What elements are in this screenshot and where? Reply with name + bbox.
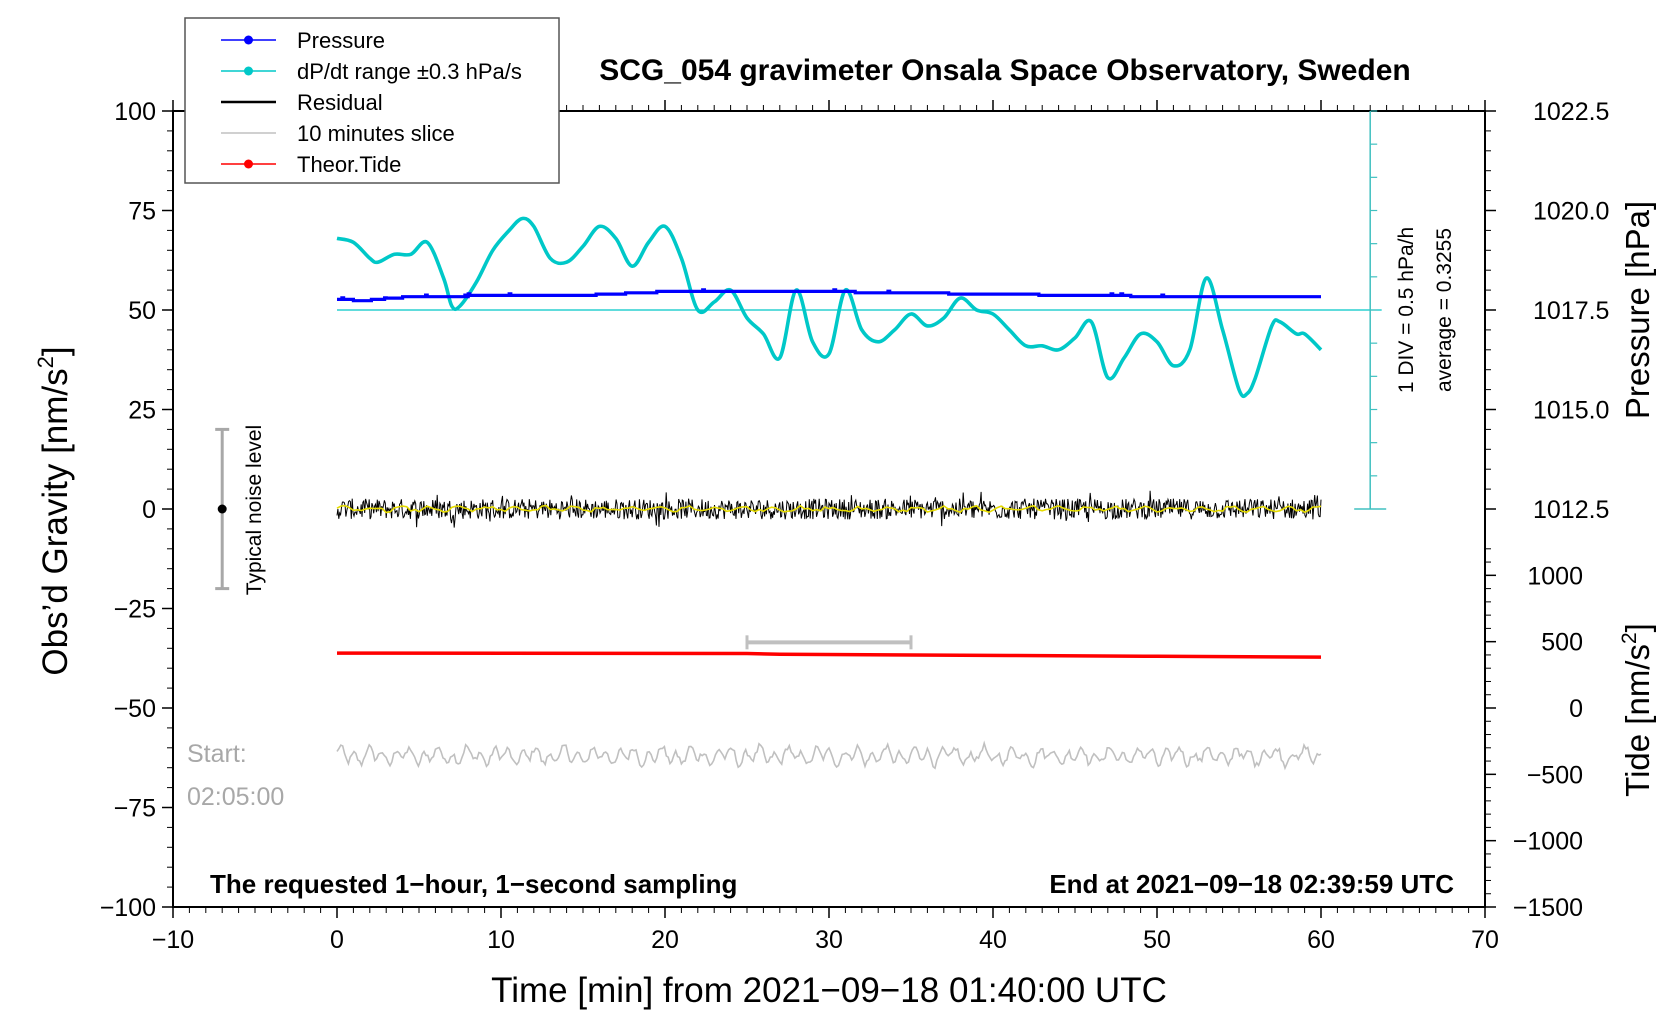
x-axis-label: Time [min] from 2021−09−18 01:40:00 UTC xyxy=(491,971,1167,1010)
y-tick-label: 50 xyxy=(128,297,156,325)
tide-tick-label: 1000 xyxy=(1527,562,1583,590)
residual-smooth-line xyxy=(336,504,1322,514)
average-label: average = 0.3255 xyxy=(1433,228,1456,392)
legend-box xyxy=(184,17,560,184)
y-tick-label: −75 xyxy=(114,795,156,823)
noise-level-label: Typical noise level xyxy=(243,425,266,595)
y-tick-label: −50 xyxy=(114,695,156,723)
dpdt-scale-bar-layer xyxy=(1354,110,1387,510)
x-tick-label: −10 xyxy=(152,926,194,954)
x-tick-label: 40 xyxy=(979,926,1007,954)
y-tick-label: 25 xyxy=(128,397,156,425)
legend-label: Theor.Tide xyxy=(297,152,401,177)
legend-label: dP/dt range ±0.3 hPa/s xyxy=(297,59,522,84)
x-tick-label: 20 xyxy=(651,926,679,954)
tide-tick-label: −1000 xyxy=(1513,828,1583,856)
slice-layer xyxy=(336,635,1322,771)
tide-tick-label: −1500 xyxy=(1513,894,1583,922)
x-tick-label: 30 xyxy=(815,926,843,954)
start-time: 02:05:00 xyxy=(187,783,284,811)
tide-layer xyxy=(336,651,1322,659)
x-tick-label: 50 xyxy=(1143,926,1171,954)
y-tick-label: −100 xyxy=(100,894,156,922)
tide-tick-label: −500 xyxy=(1527,761,1583,789)
legend-label: Pressure xyxy=(297,28,385,53)
tide-tick-label: 0 xyxy=(1569,695,1583,723)
y-label-left-sup: 2 xyxy=(33,356,58,368)
y-tick-label: 0 xyxy=(142,496,156,524)
y-label-tide-end: ] xyxy=(1619,623,1656,632)
residual-line xyxy=(336,490,1322,528)
slice-line xyxy=(336,740,1322,771)
y-axis-label-tide: Tide [nm/s2] xyxy=(1618,623,1656,797)
legend-marker xyxy=(244,35,253,45)
pressure-line xyxy=(337,288,1321,303)
y-axis-label-pressure: Pressure [hPa] xyxy=(1619,201,1656,419)
pressure-tick-label: 1012.5 xyxy=(1533,496,1609,524)
y-tick-label: 100 xyxy=(114,98,156,126)
x-tick-label: 70 xyxy=(1471,926,1499,954)
y-label-left-end: ] xyxy=(36,346,75,356)
pressure-tick-label: 1020.0 xyxy=(1533,198,1609,226)
residual-layer xyxy=(336,490,1322,528)
bottom-left-note: The requested 1−hour, 1−second sampling xyxy=(210,869,737,899)
pressure-tick-label: 1017.5 xyxy=(1533,297,1609,325)
x-tick-label: 0 xyxy=(330,926,344,954)
tide-line xyxy=(336,651,1322,659)
y-axis-label-left: Obs’d Gravity [nm/s2] xyxy=(33,346,75,675)
chart-title: SCG_054 gravimeter Onsala Space Observat… xyxy=(599,54,1411,87)
bottom-right-note: End at 2021−09−18 02:39:59 UTC xyxy=(1049,869,1454,899)
y-label-left-main: Obs’d Gravity [nm/s xyxy=(36,368,75,675)
noise-bar-layer xyxy=(215,427,230,591)
pressure-tick-label: 1022.5 xyxy=(1533,98,1609,126)
dpdt-line xyxy=(336,216,1323,399)
x-tick-label: 60 xyxy=(1307,926,1335,954)
y-tick-label: −25 xyxy=(114,596,156,624)
pressure-layer xyxy=(337,288,1321,303)
dpdt-scale-label: 1 DIV = 0.5 hPa/h xyxy=(1395,227,1418,393)
legend-marker xyxy=(244,66,253,76)
legend-marker xyxy=(244,159,253,169)
legend: Pressure dP/dt range ±0.3 hPa/s Residual 10… xyxy=(184,17,560,184)
legend-label: 10 minutes slice xyxy=(297,121,455,146)
tide-tick-label: 500 xyxy=(1541,629,1583,657)
legend-items: Pressure dP/dt range ±0.3 hPa/s Residual 10… xyxy=(221,28,522,177)
x-tick-label: 10 xyxy=(487,926,515,954)
dpdt-layer xyxy=(336,216,1323,399)
y-label-tide-main: Tide [nm/s xyxy=(1619,644,1656,797)
pressure-tick-label: 1015.0 xyxy=(1533,397,1609,425)
tick-layer: −10 0 10 20 30 40 50 60 70−100−75−50−25025507510… xyxy=(100,98,1610,954)
y-label-tide-sup: 2 xyxy=(1618,632,1641,644)
noise-bar-center xyxy=(217,504,227,514)
legend-label: Residual xyxy=(297,90,383,115)
y-tick-label: 75 xyxy=(128,198,156,226)
start-label: Start: xyxy=(187,740,247,768)
